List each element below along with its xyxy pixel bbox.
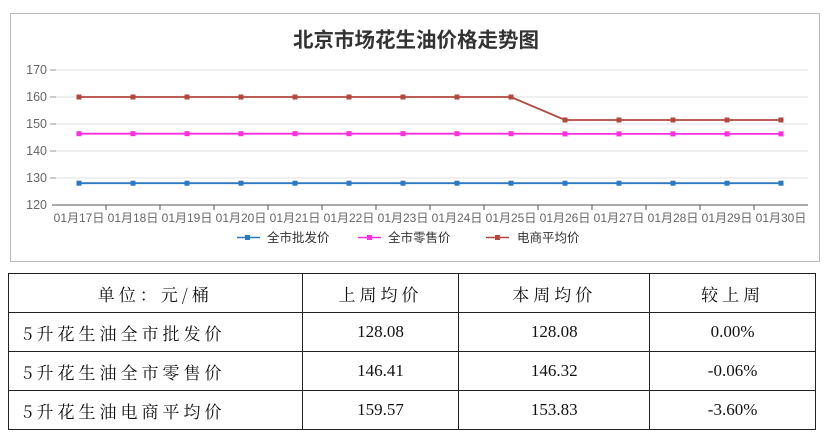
svg-text:01月30日: 01月30日 bbox=[756, 211, 807, 225]
svg-text:120: 120 bbox=[26, 198, 47, 212]
svg-text:01月26日: 01月26日 bbox=[540, 211, 591, 225]
svg-text:01月22日: 01月22日 bbox=[324, 211, 375, 225]
svg-text:01月24日: 01月24日 bbox=[432, 211, 483, 225]
svg-text:01月29日: 01月29日 bbox=[702, 211, 753, 225]
svg-text:电商平均价: 电商平均价 bbox=[517, 228, 580, 246]
svg-text:01月28日: 01月28日 bbox=[648, 211, 699, 225]
svg-text:01月27日: 01月27日 bbox=[594, 211, 645, 225]
svg-text:01月23日: 01月23日 bbox=[378, 211, 429, 225]
svg-text:130: 130 bbox=[26, 171, 47, 185]
svg-text:01月21日: 01月21日 bbox=[270, 211, 321, 225]
svg-text:01月18日: 01月18日 bbox=[108, 211, 159, 225]
svg-text:01月19日: 01月19日 bbox=[162, 211, 213, 225]
svg-text:170: 170 bbox=[26, 63, 47, 77]
svg-text:140: 140 bbox=[26, 144, 47, 158]
svg-text:150: 150 bbox=[26, 117, 47, 131]
svg-text:01月25日: 01月25日 bbox=[486, 211, 537, 225]
svg-text:全市零售价: 全市零售价 bbox=[388, 228, 451, 246]
svg-text:01月20日: 01月20日 bbox=[216, 211, 267, 225]
svg-text:160: 160 bbox=[26, 90, 47, 104]
svg-text:全市批发价: 全市批发价 bbox=[267, 228, 330, 246]
svg-text:01月17日: 01月17日 bbox=[54, 211, 105, 225]
